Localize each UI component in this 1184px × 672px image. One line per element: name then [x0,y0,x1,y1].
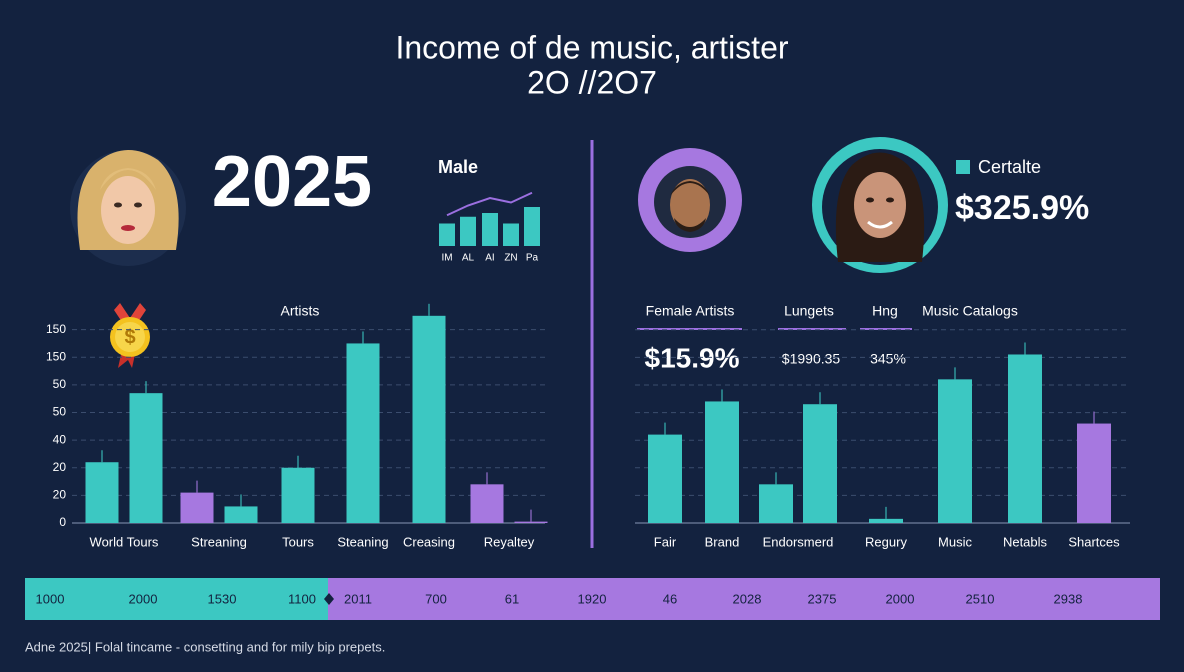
bar [460,216,476,246]
bar [470,484,504,523]
x-tick-label: Netabls [1003,534,1048,549]
band-value: 2011 [344,591,372,606]
x-tick-label: Creasing [403,534,455,549]
x-tick-label: Tours [282,534,314,549]
x-tick-label: IM [441,253,452,264]
legend-label: Certalte [978,157,1041,177]
y-tick-label: 150 [46,349,66,363]
bar [180,492,214,523]
x-tick-label: AL [462,253,475,264]
portrait-left [70,150,186,266]
chart-title: Artists [281,303,320,319]
legend-swatch [956,160,970,174]
bar [1077,423,1111,523]
band-value: 2028 [733,591,762,606]
y-tick-label: 50 [53,405,67,419]
portrait-right [812,137,948,273]
bar [346,343,380,523]
band-value: 2510 [966,591,995,606]
y-tick-label: 20 [53,460,67,474]
header-label: Hng [872,303,898,319]
bar [514,521,548,523]
header-label: Female Artists [646,303,735,319]
y-tick-label: 50 [53,377,67,391]
year: 2025 [212,142,372,222]
band-value: 1100 [288,591,316,606]
band-value: 2000 [886,591,915,606]
y-tick-label: 150 [46,322,66,336]
x-tick-label: Pa [526,253,539,264]
y-tick-label: 40 [53,432,67,446]
portrait-middle [638,148,742,252]
bar [648,434,682,523]
x-tick-label: AI [485,253,494,264]
header-value: $1990.35 [782,351,841,367]
bar [129,393,163,523]
x-tick-label: World Tours [90,534,159,549]
band-values: 1000 2000 1530 1100 2011 700 61 1920 46 2028 2375 2… [36,591,1083,606]
band-value: 1920 [578,591,607,606]
x-tick-label: Regury [865,534,907,549]
x-tick-label: Fair [654,534,677,549]
bar [705,401,739,523]
big-stat: $325.9% [955,189,1089,227]
subtitle: 2O //2O7 [527,64,657,100]
male-label: Male [438,157,478,177]
header-label: Lungets [784,303,834,319]
bar [224,506,258,523]
header-value: 345% [870,351,906,367]
x-tick-label: Shartces [1068,534,1120,549]
header-label: Music Catalogs [922,303,1018,319]
band-value: 700 [425,591,447,606]
trend-line [446,191,533,217]
title: Income of de music, artister [395,29,788,65]
band-value: 46 [663,591,677,606]
bar [281,467,315,523]
band-value: 1530 [208,591,237,606]
band-teal [25,578,328,620]
svg-text:$: $ [124,326,135,348]
band-value: 61 [505,591,519,606]
bar [759,484,793,523]
x-tick-label: Steaning [337,534,388,549]
bar [85,462,119,523]
footer: Adne 2025| Folal tincame - consetting an… [25,639,385,654]
bar [938,379,972,523]
bar [439,223,455,246]
band-diamond [324,593,334,605]
y-tick-label: 20 [53,488,67,502]
x-tick-label: Endorsmerd [763,534,834,549]
band-value: 1000 [36,591,65,606]
band-value: 2375 [808,591,837,606]
x-tick-label: Music [938,534,972,549]
x-tick-label: ZN [504,253,517,264]
x-tick-label: Streaning [191,534,247,549]
bar [412,315,446,523]
bar [1008,354,1042,523]
bar [524,207,540,246]
bar [869,518,903,523]
x-tick-label: Brand [705,534,740,549]
y-tick-label: 0 [59,515,66,529]
bar [503,223,519,246]
bar [482,213,498,246]
band-value: 2000 [129,591,158,606]
x-tick-label: Reyaltey [484,534,535,549]
bar [803,404,837,523]
band-value: 2938 [1054,591,1083,606]
